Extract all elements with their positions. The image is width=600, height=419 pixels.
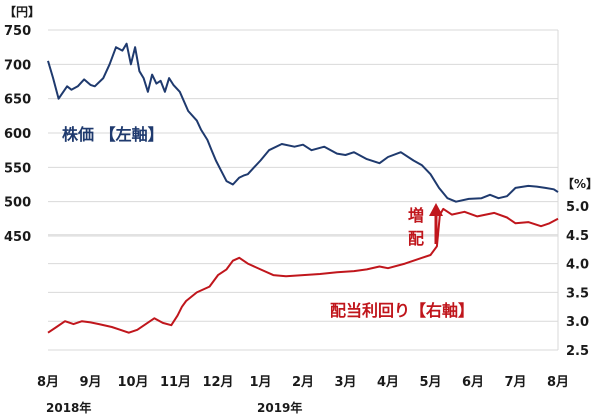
left-tick-label: 700 bbox=[4, 58, 31, 73]
month-tick-label: 2月 bbox=[292, 375, 314, 390]
dividend-raise-label-bottom: 配 bbox=[408, 229, 424, 248]
month-tick-label: 8月 bbox=[547, 375, 569, 390]
month-tick-label: 10月 bbox=[117, 375, 148, 390]
chart-series bbox=[47, 42, 559, 334]
month-tick-label: 9月 bbox=[79, 375, 101, 390]
month-tick-label: 5月 bbox=[419, 375, 441, 390]
year-label-2019: 2019年 bbox=[257, 400, 302, 415]
month-tick-label: 12月 bbox=[202, 375, 233, 390]
right-tick-label: 5.0 bbox=[566, 200, 589, 215]
month-tick-label: 4月 bbox=[377, 375, 399, 390]
dividend-raise-arrow bbox=[429, 203, 443, 244]
month-tick-label: 1月 bbox=[249, 375, 271, 390]
left-tick-label: 750 bbox=[4, 24, 31, 39]
left-axis-unit-label: 【円】 bbox=[4, 4, 40, 19]
month-tick-label: 7月 bbox=[504, 375, 526, 390]
price-series-line bbox=[47, 42, 559, 203]
chart-grid bbox=[48, 29, 559, 351]
dividend-raise-label-top: 増 bbox=[408, 206, 424, 225]
month-tick-label: 3月 bbox=[334, 375, 356, 390]
right-tick-label: 4.5 bbox=[566, 229, 589, 244]
left-tick-label: 500 bbox=[4, 196, 31, 211]
yield-series-label: 配当利回り【右軸】 bbox=[330, 301, 474, 320]
right-axis-unit-label: 【%】 bbox=[562, 176, 598, 191]
right-tick-label: 4.0 bbox=[566, 258, 589, 273]
x-axis-month-labels: 8月 9月 10月 11月 12月 1月 2月 3月 4月 5月 6月 7月 8月 bbox=[37, 375, 569, 390]
right-tick-label: 2.5 bbox=[566, 344, 589, 359]
right-axis-ticks: 5.0 4.5 4.0 3.5 3.0 2.5 bbox=[566, 200, 589, 359]
left-axis-ticks: 750 700 650 600 550 500 450 bbox=[4, 24, 31, 245]
right-tick-label: 3.0 bbox=[566, 315, 589, 330]
month-tick-label: 6月 bbox=[462, 375, 484, 390]
price-series-label: 株価 【左軸】 bbox=[62, 125, 164, 144]
month-tick-label: 8月 bbox=[37, 375, 59, 390]
left-tick-label: 650 bbox=[4, 93, 31, 108]
right-tick-label: 3.5 bbox=[566, 286, 589, 301]
year-label-2018: 2018年 bbox=[46, 400, 91, 415]
left-tick-label: 450 bbox=[4, 230, 31, 245]
month-tick-label: 11月 bbox=[160, 375, 191, 390]
left-tick-label: 550 bbox=[4, 161, 31, 176]
yield-series-line bbox=[47, 207, 559, 334]
left-tick-label: 600 bbox=[4, 127, 31, 142]
